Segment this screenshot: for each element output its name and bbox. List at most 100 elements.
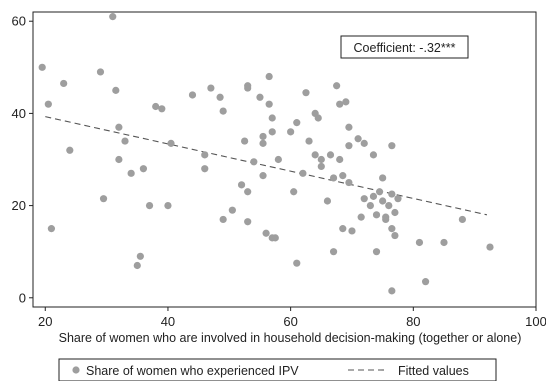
scatter-point (314, 114, 322, 122)
x-axis: 20 40 60 80 100 (38, 307, 546, 329)
scatter-point (188, 91, 197, 99)
scatter-point (305, 137, 313, 145)
scatter-point (152, 102, 160, 111)
legend: Share of women who experienced IPV Fitte… (58, 358, 497, 381)
plot-frame (32, 11, 537, 308)
y-tick-label: 60 (12, 14, 26, 29)
y-tick-label: 40 (12, 106, 26, 121)
scatter-point (250, 158, 258, 166)
scatter-point (96, 68, 105, 76)
scatter-point (391, 208, 399, 217)
fitted-values-line (45, 116, 488, 216)
scatter-point (115, 155, 123, 164)
scatter-point (440, 238, 448, 247)
scatter-point (259, 172, 267, 180)
scatter-point (382, 215, 390, 224)
scatter-point (415, 238, 424, 247)
scatter-point (207, 84, 215, 92)
scatter-point (290, 188, 298, 196)
scatter-point (274, 155, 282, 164)
scatter-point (219, 215, 227, 224)
scatter-point (244, 84, 252, 92)
scatter-point (345, 123, 353, 131)
scatter-point (357, 213, 365, 221)
fitted-line-layer (45, 116, 488, 216)
scatter-point (164, 201, 172, 210)
x-tick-label: 40 (161, 314, 175, 329)
scatter-point (385, 201, 393, 210)
legend-label-fitted: Fitted values (398, 364, 469, 378)
scatter-point (348, 227, 356, 235)
legend-box (58, 358, 497, 381)
scatter-point (372, 211, 381, 219)
scatter-point (259, 139, 267, 147)
scatter-point (139, 165, 148, 173)
scatter-point (256, 93, 264, 101)
scatter-point (145, 201, 154, 210)
scatter-point (394, 195, 402, 203)
scatter-point (333, 82, 341, 90)
scatter-point (268, 128, 276, 136)
legend-label-ipv: Share of women who experienced IPV (86, 364, 299, 378)
scatter-point (421, 278, 430, 286)
scatter-point (201, 165, 209, 173)
scatter-point (237, 181, 246, 189)
scatter-point (323, 197, 332, 205)
scatter-point (317, 155, 325, 164)
scatter-point (336, 155, 344, 164)
coefficient-text: Coefficient: -.32*** (354, 41, 456, 55)
scatter-point (38, 63, 46, 71)
scatter-point (326, 151, 335, 159)
scatter-point (271, 234, 279, 242)
scatter-point (345, 178, 353, 187)
scatter-point (299, 169, 307, 177)
scatter-point (329, 248, 338, 256)
scatter-point (342, 98, 350, 106)
x-tick-label: 20 (38, 314, 52, 329)
scatter-point (329, 174, 338, 182)
scatter-point (372, 248, 381, 256)
scatter-point (60, 79, 68, 88)
scatter-point (375, 188, 384, 196)
scatter-point (133, 261, 141, 270)
scatter-point (268, 114, 276, 122)
scatter-point (302, 89, 310, 97)
scatter-point (99, 195, 108, 203)
scatter-point (115, 123, 123, 131)
coefficient-box (340, 35, 469, 59)
x-tick-label: 80 (406, 314, 420, 329)
scatter-point (47, 225, 56, 233)
scatter-points-layer (38, 13, 494, 295)
y-tick-label: 0 (19, 290, 26, 305)
scatter-point (262, 229, 270, 237)
scatter-point (339, 225, 347, 233)
scatter-point (66, 146, 74, 154)
scatter-point (244, 188, 252, 196)
x-tick-label: 100 (525, 314, 546, 329)
scatter-point (458, 215, 466, 224)
scatter-point (369, 192, 378, 200)
scatter-point (391, 231, 399, 240)
scatter-point (265, 100, 273, 108)
y-axis: 0 20 40 60 (12, 14, 33, 305)
scatter-point (216, 93, 224, 101)
x-axis-title: Share of women who are involved in house… (59, 331, 522, 345)
scatter-point (219, 107, 227, 115)
scatter-point (379, 174, 387, 182)
scatter-point (127, 169, 135, 177)
plot-area (32, 11, 537, 308)
scatter-point (388, 225, 396, 233)
scatter-point (244, 218, 252, 226)
scatter-point (158, 105, 166, 113)
scatter-point (112, 86, 120, 94)
scatter-point (354, 135, 362, 143)
scatter-point (388, 287, 396, 295)
scatter-point (317, 162, 325, 171)
scatter-point (167, 139, 175, 147)
scatter-point (241, 137, 249, 145)
scatter-point (366, 201, 374, 210)
coefficient-annotation: Coefficient: -.32*** (340, 35, 469, 59)
scatter-point (228, 206, 236, 214)
scatter-point (369, 151, 378, 159)
